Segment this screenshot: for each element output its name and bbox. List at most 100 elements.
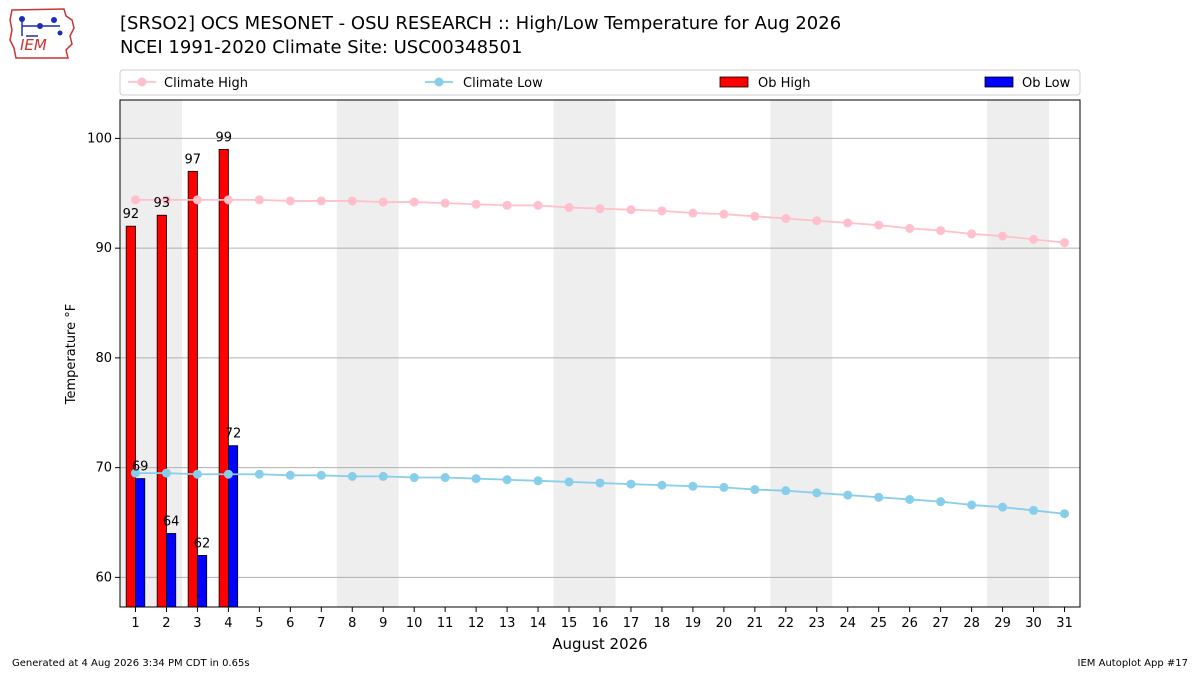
climate-high-point — [347, 196, 357, 206]
x-tick-label: 14 — [530, 616, 547, 631]
x-tick-label: 29 — [994, 616, 1011, 631]
climate-low-point — [161, 468, 171, 478]
x-tick-label: 1 — [131, 616, 139, 631]
iem-logo: IEM — [8, 6, 82, 60]
weekend-band — [336, 100, 399, 607]
climate-high-point — [657, 206, 667, 216]
legend-ob-low-swatch — [984, 76, 1014, 88]
x-tick-label: 9 — [379, 616, 387, 631]
climate-low-point — [719, 482, 729, 492]
x-tick-label: 22 — [778, 616, 795, 631]
climate-low-point — [874, 492, 884, 502]
ob-low-label: 72 — [225, 427, 242, 442]
x-tick-label: 18 — [654, 616, 671, 631]
climate-low-point — [781, 486, 791, 496]
climate-high-point — [843, 218, 853, 228]
x-tick-label: 3 — [193, 616, 201, 631]
climate-high-point — [533, 200, 543, 210]
climate-high-point — [378, 197, 388, 207]
climate-high-point — [719, 209, 729, 219]
climate-low-point — [471, 474, 481, 484]
x-tick-label: 8 — [348, 616, 356, 631]
climate-low-point — [502, 475, 512, 485]
climate-high-point — [688, 208, 698, 218]
ob-high-bar — [156, 214, 167, 608]
ob-high-label: 99 — [215, 130, 232, 145]
climate-high-point — [750, 211, 760, 221]
weekend-band — [553, 100, 616, 607]
ob-low-bar — [166, 533, 177, 608]
climate-high-point — [471, 199, 481, 209]
ob-low-bar — [135, 478, 146, 608]
climate-low-point — [998, 502, 1008, 512]
climate-low-point — [223, 469, 233, 479]
ob-high-bar — [125, 225, 136, 608]
x-tick-label: 19 — [685, 616, 702, 631]
climate-low-point — [750, 485, 760, 495]
climate-low-point — [533, 476, 543, 486]
x-tick-label: 27 — [932, 616, 949, 631]
climate-high-point — [1029, 234, 1039, 244]
y-axis-label: Temperature °F — [64, 304, 79, 405]
x-tick-label: 6 — [286, 616, 294, 631]
x-tick-label: 5 — [255, 616, 263, 631]
climate-low-point — [1060, 509, 1070, 519]
climate-low-point — [626, 479, 636, 489]
legend-frame — [119, 69, 1081, 96]
x-tick-label: 11 — [437, 616, 454, 631]
climate-high-point — [626, 205, 636, 215]
climate-high-point — [409, 197, 419, 207]
ob-low-bar — [197, 555, 208, 608]
climate-low-point — [316, 470, 326, 480]
x-tick-label: 20 — [716, 616, 733, 631]
climate-low-point — [409, 473, 419, 483]
logo-text: IEM — [20, 36, 47, 54]
y-tick-label: 100 — [87, 131, 112, 146]
x-tick-label: 24 — [839, 616, 856, 631]
climate-high-point — [936, 226, 946, 236]
ob-high-bar — [218, 148, 229, 608]
x-tick-label: 21 — [747, 616, 764, 631]
x-tick-label: 4 — [224, 616, 232, 631]
climate-high-point — [812, 216, 822, 226]
climate-low-point — [905, 494, 915, 504]
ob-high-label: 92 — [123, 207, 140, 222]
y-tick-label: 70 — [95, 461, 112, 476]
ob-high-label: 97 — [185, 152, 202, 167]
legend-climate-low-marker — [434, 77, 444, 87]
x-axis-label: August 2026 — [552, 635, 647, 653]
climate-low-point — [688, 481, 698, 491]
weekend-band — [770, 100, 833, 607]
climate-high-point — [316, 196, 326, 206]
x-tick-label: 30 — [1025, 616, 1042, 631]
climate-low-point — [657, 480, 667, 490]
climate-high-point — [254, 195, 264, 205]
x-tick-label: 13 — [499, 616, 516, 631]
climate-high-point — [1060, 238, 1070, 248]
legend-climate-high-marker — [137, 77, 147, 87]
climate-low-point — [347, 471, 357, 481]
climate-high-point — [285, 196, 295, 206]
climate-low-point — [843, 490, 853, 500]
x-tick-label: 12 — [468, 616, 485, 631]
climate-low-point — [564, 477, 574, 487]
climate-high-point — [967, 229, 977, 239]
climate-low-point — [812, 488, 822, 498]
weekend-band — [987, 100, 1050, 607]
weekend-shading — [120, 100, 1050, 607]
x-tick-label: 31 — [1056, 616, 1073, 631]
climate-low-point — [595, 478, 605, 488]
chart-title: [SRSO2] OCS MESONET - OSU RESEARCH :: Hi… — [120, 13, 842, 34]
x-tick-label: 17 — [623, 616, 640, 631]
x-tick-label: 7 — [317, 616, 325, 631]
climate-high-point — [781, 214, 791, 224]
ob-low-bar — [227, 445, 239, 608]
climate-high-point — [161, 195, 171, 205]
app-credit: IEM Autoplot App #17 — [1077, 658, 1188, 669]
climate-low-point — [130, 468, 140, 478]
legend-ob-high-label: Ob High — [758, 76, 811, 91]
climate-low-point — [285, 470, 295, 480]
climate-low-point — [192, 469, 202, 479]
y-tick-label: 60 — [95, 570, 112, 585]
